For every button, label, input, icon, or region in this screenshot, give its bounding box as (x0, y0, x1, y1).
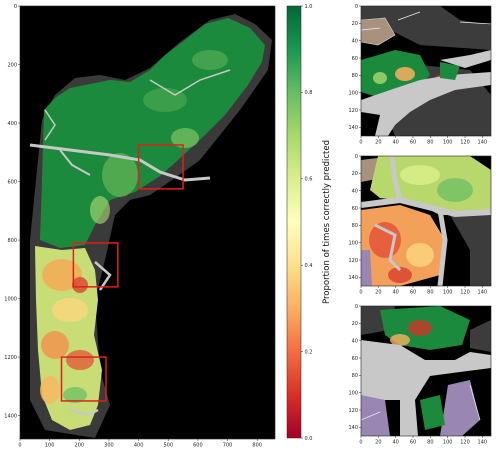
colorbar-tick-label: 0.2 (305, 349, 313, 355)
inset-3-x-tick-label: 100 (443, 440, 453, 446)
inset-3-y-tick-label: 100 (348, 390, 358, 396)
inset-3-x-tick-label: 120 (460, 440, 470, 446)
inset-2-x-tick-label: 120 (460, 290, 470, 296)
inset-2-y-tick-label: 80 (352, 223, 358, 229)
main-x-tick-label: 200 (75, 443, 85, 449)
inset-2-x-tick-label: 20 (375, 290, 381, 296)
inset-2-y-tick-label: 60 (352, 206, 358, 212)
main-x-tick-label: 300 (104, 443, 114, 449)
colorbar-tick-label: 0.8 (305, 90, 313, 96)
inset-2-y-tick-label: 0 (355, 154, 358, 160)
inset-2-ticks: 0 20 40 60 80 100 120 140 0 20 40 60 80 100 120 140 (348, 154, 487, 296)
inset-2-y-tick-label: 40 (352, 188, 358, 194)
inset-2-x-tick-label: 80 (427, 290, 433, 296)
inset-1-y-tick-label: 100 (348, 90, 358, 96)
main-x-tick-label: 600 (193, 443, 203, 449)
colorbar-gradient (286, 5, 302, 439)
inset-3-y-tick-label: 40 (352, 338, 358, 344)
main-x-tick-label: 500 (163, 443, 173, 449)
inset-1-x-tick-label: 120 (460, 140, 470, 146)
main-green-landmass (40, 18, 265, 248)
main-y-tick-label: 400 (7, 121, 17, 127)
inset-1-y-tick-label: 80 (352, 73, 358, 79)
main-y-tick-label: 600 (7, 179, 17, 185)
main-x-tick-label: 0 (18, 443, 21, 449)
main-water-channel (29, 143, 211, 182)
inset-1-x-tick-label: 80 (427, 140, 433, 146)
inset-3-x-tick-label: 140 (478, 440, 488, 446)
colorbar-tick-label: 0.0 (305, 436, 313, 442)
inset-3-y-tick-label: 140 (348, 425, 358, 431)
highlight-box-3 (60, 356, 107, 402)
inset-1-x-tick-label: 40 (392, 140, 398, 146)
inset-panel-2: 0 20 40 60 80 100 120 140 0 20 40 60 80 100 120 140 (348, 154, 492, 296)
highlight-box-1 (137, 144, 184, 190)
inset-3-y-tick-label: 80 (352, 373, 358, 379)
highlight-boxes (60, 144, 184, 402)
inset-3-y-tick-label: 20 (352, 321, 358, 327)
colorbar: 0.0 0.2 0.4 0.6 0.8 1.0 Proportion of times c… (286, 4, 332, 442)
inset-3-x-tick-label: 20 (375, 440, 381, 446)
main-y-ticks: 0 200 400 600 800 1000 1200 1400 (4, 4, 20, 419)
inset-3-x-tick-label: 0 (359, 440, 362, 446)
colorbar-tick-label: 1.0 (305, 4, 313, 10)
inset-1-y-tick-label: 0 (355, 4, 358, 10)
inset-2-y-tick-label: 140 (348, 275, 358, 281)
colorbar-ticks: 0.0 0.2 0.4 0.6 0.8 1.0 (301, 4, 312, 442)
inset-3-ticks: 0 20 40 60 80 100 120 140 0 20 40 60 80 100 120 140 (348, 304, 487, 446)
inset-1-x-tick-label: 60 (410, 140, 416, 146)
inset-3-y-tick-label: 60 (352, 356, 358, 362)
inset-2-x-tick-label: 100 (443, 290, 453, 296)
inset-2-x-tick-label: 40 (392, 290, 398, 296)
main-axes-frame (19, 5, 276, 440)
main-y-tick-label: 800 (7, 238, 17, 244)
inset-1-x-tick-label: 0 (359, 140, 362, 146)
main-y-tick-label: 1000 (4, 296, 17, 302)
inset-3-x-tick-label: 80 (427, 440, 433, 446)
highlight-box-2 (72, 242, 119, 288)
main-y-tick-label: 200 (7, 62, 17, 68)
inset-1-y-tick-label: 120 (348, 108, 358, 114)
inset-2-x-tick-label: 140 (478, 290, 488, 296)
inset-3-y-tick-label: 120 (348, 408, 358, 414)
inset-2-y-tick-label: 20 (352, 171, 358, 177)
main-y-tick-label: 1400 (4, 413, 17, 419)
main-x-tick-label: 800 (252, 443, 262, 449)
inset-1-y-tick-label: 60 (352, 56, 358, 62)
inset-3-x-tick-label: 60 (410, 440, 416, 446)
inset-3-y-tick-label: 0 (355, 304, 358, 310)
colorbar-tick-label: 0.6 (305, 177, 313, 183)
inset-1-y-tick-label: 20 (352, 21, 358, 27)
inset-1-x-tick-label: 20 (375, 140, 381, 146)
inset-panel-1: 0 20 40 60 80 100 120 140 0 20 40 60 80 100 120 140 (348, 4, 492, 146)
inset-1-x-tick-label: 140 (478, 140, 488, 146)
main-x-tick-label: 400 (134, 443, 144, 449)
main-y-tick-label: 0 (14, 4, 17, 10)
inset-2-x-tick-label: 60 (410, 290, 416, 296)
main-x-tick-label: 700 (223, 443, 233, 449)
colorbar-tick-label: 0.4 (305, 263, 313, 269)
main-x-ticks: 0 100 200 300 400 500 600 700 800 (18, 439, 262, 449)
inset-2-x-tick-label: 0 (359, 290, 362, 296)
colorbar-label: Proportion of times correctly predicted (322, 140, 332, 304)
inset-1-y-tick-label: 40 (352, 38, 358, 44)
inset-2-y-tick-label: 100 (348, 240, 358, 246)
inset-2-y-tick-label: 120 (348, 258, 358, 264)
inset-1-x-tick-label: 100 (443, 140, 453, 146)
main-map-panel: 0 100 200 300 400 500 600 700 800 0 200 400 600 800 1… (4, 4, 276, 449)
inset-1-ticks: 0 20 40 60 80 100 120 140 0 20 40 60 80 100 120 140 (348, 4, 487, 146)
inset-panel-3: 0 20 40 60 80 100 120 140 0 20 40 60 80 100 120 140 (348, 304, 492, 446)
inset-1-y-tick-label: 140 (348, 125, 358, 131)
main-x-tick-label: 100 (45, 443, 55, 449)
inset-3-x-tick-label: 40 (392, 440, 398, 446)
main-y-tick-label: 1200 (4, 355, 17, 361)
